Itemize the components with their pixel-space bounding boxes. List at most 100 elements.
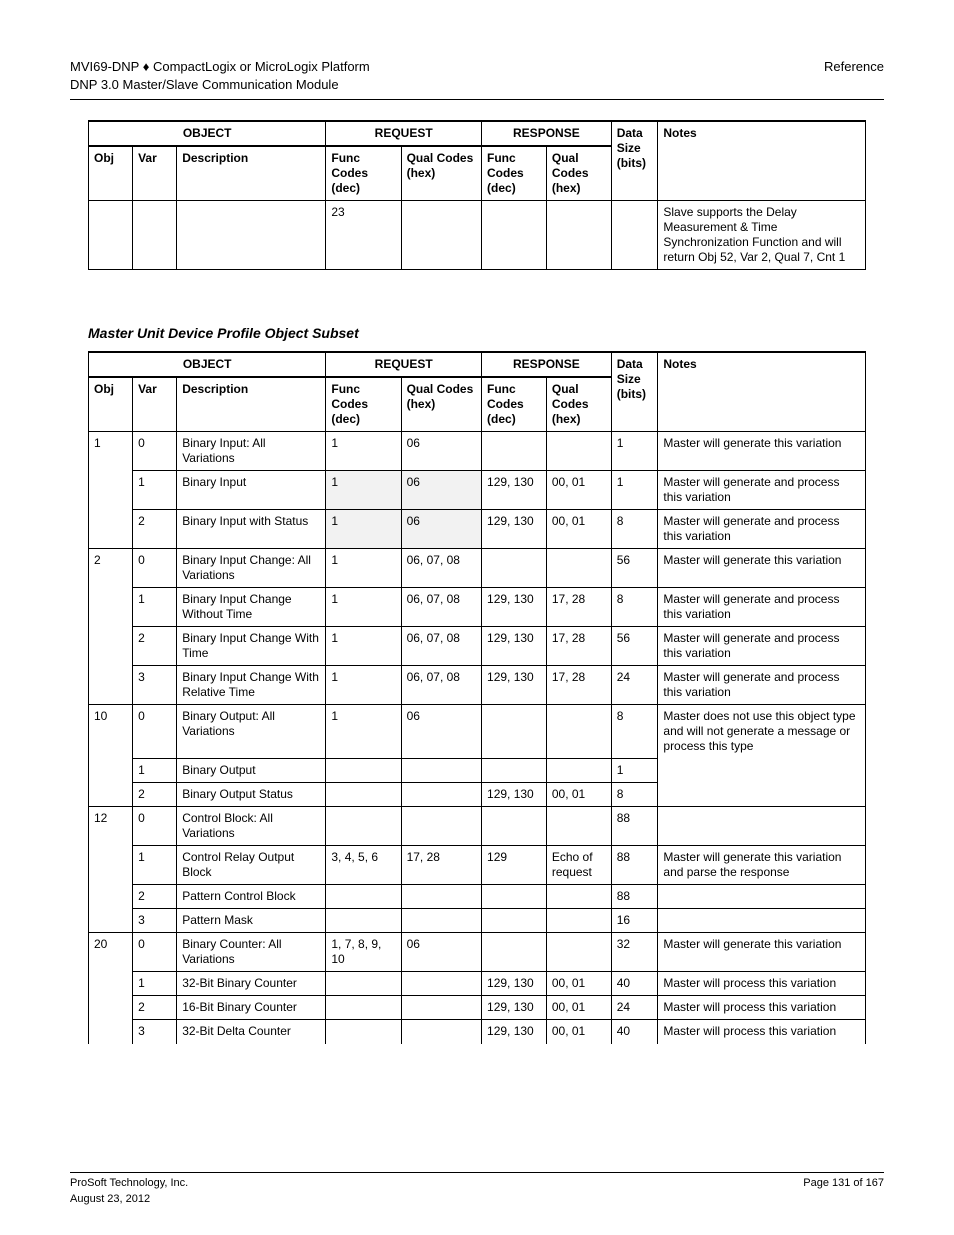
cell-qual1 [401, 996, 481, 1020]
cell-fc2: 129, 130 [482, 666, 547, 705]
cell-fc2: 129, 130 [482, 588, 547, 627]
cell-obj [89, 783, 133, 807]
th2-fc-req: Func Codes (dec) [326, 377, 401, 432]
cell-size: 8 [611, 783, 658, 807]
cell-obj: 10 [89, 705, 133, 759]
cell-size: 8 [611, 588, 658, 627]
cell-notes: Master will generate this variation [658, 549, 866, 588]
cell-fc1: 1 [326, 705, 401, 759]
table-row: 216-Bit Binary Counter129, 13000, 0124Ma… [89, 996, 866, 1020]
cell-qual1 [401, 759, 481, 783]
cell-fc1 [326, 783, 401, 807]
cell-desc: Binary Input: All Variations [177, 432, 326, 471]
header-right: Reference [824, 58, 884, 93]
cell-qual2: 00, 01 [546, 783, 611, 807]
cell-var: 0 [133, 549, 177, 588]
table-row: 2Binary Input with Status106129, 13000, … [89, 510, 866, 549]
th2-qual-resp: Qual Codes (hex) [546, 377, 611, 432]
cell-desc: Pattern Mask [177, 909, 326, 933]
th2-object-group: OBJECT [89, 352, 326, 377]
cell-fc2 [482, 432, 547, 471]
th2-var: Var [133, 377, 177, 432]
cell-qual2 [546, 933, 611, 972]
cell-qual2 [546, 759, 611, 783]
section-title: Master Unit Device Profile Object Subset [88, 325, 884, 341]
table-row: 1Binary Input Change Without Time106, 07… [89, 588, 866, 627]
cell-fc2 [482, 201, 547, 270]
cell-size: 1 [611, 471, 658, 510]
cell-qual2: 00, 01 [546, 510, 611, 549]
cell-qual2 [546, 432, 611, 471]
cell-var: 2 [133, 627, 177, 666]
table-row: 3Binary Input Change With Relative Time1… [89, 666, 866, 705]
cell-desc: 32-Bit Delta Counter [177, 1020, 326, 1044]
th2-fc-resp: Func Codes (dec) [482, 377, 547, 432]
th-qual-resp: Qual Codes (hex) [546, 146, 611, 201]
cell-var: 3 [133, 666, 177, 705]
table2-head: OBJECT REQUEST RESPONSE Data Size (bits)… [89, 352, 866, 432]
cell-var: 2 [133, 996, 177, 1020]
cell-qual2: 00, 01 [546, 1020, 611, 1044]
table-row: 332-Bit Delta Counter129, 13000, 0140Mas… [89, 1020, 866, 1044]
cell-fc2 [482, 759, 547, 783]
cell-fc1 [326, 972, 401, 996]
cell-notes: Master does not use this object type and… [658, 705, 866, 759]
cell-size: 8 [611, 510, 658, 549]
cell-fc2: 129, 130 [482, 471, 547, 510]
cell-var: 0 [133, 807, 177, 846]
cell-fc2 [482, 549, 547, 588]
cell-qual2 [546, 885, 611, 909]
header-rule [70, 99, 884, 100]
cell-desc: Binary Output: All Variations [177, 705, 326, 759]
cell-size: 16 [611, 909, 658, 933]
cell-obj [89, 627, 133, 666]
cell-fc2 [482, 807, 547, 846]
cell-qual2: 00, 01 [546, 972, 611, 996]
cell-qual1 [401, 885, 481, 909]
header-left: MVI69-DNP ♦ CompactLogix or MicroLogix P… [70, 58, 370, 93]
cell-qual1 [401, 807, 481, 846]
cell-var: 0 [133, 933, 177, 972]
footer-right: Page 131 of 167 [803, 1177, 884, 1189]
cell-var: 2 [133, 885, 177, 909]
cell-var: 0 [133, 432, 177, 471]
page-header: MVI69-DNP ♦ CompactLogix or MicroLogix P… [70, 58, 884, 93]
cell-var [133, 201, 177, 270]
table1: OBJECT REQUEST RESPONSE Data Size (bits)… [88, 120, 866, 270]
cell-notes: Master will generate this variation [658, 432, 866, 471]
th-request-group: REQUEST [326, 121, 482, 146]
th-size: Data Size (bits) [611, 121, 658, 201]
table1-wrap: OBJECT REQUEST RESPONSE Data Size (bits)… [88, 120, 884, 270]
cell-fc1: 3, 4, 5, 6 [326, 846, 401, 885]
cell-size: 56 [611, 549, 658, 588]
table2-wrap: OBJECT REQUEST RESPONSE Data Size (bits)… [88, 351, 884, 1044]
cell-fc2 [482, 933, 547, 972]
cell-desc: Binary Output Status [177, 783, 326, 807]
footer-left: ProSoft Technology, Inc. [70, 1177, 188, 1189]
cell-desc: 16-Bit Binary Counter [177, 996, 326, 1020]
cell-size: 88 [611, 846, 658, 885]
footer-date: August 23, 2012 [70, 1193, 150, 1205]
cell-qual2 [546, 549, 611, 588]
cell-obj [89, 996, 133, 1020]
cell-desc: Control Relay Output Block [177, 846, 326, 885]
cell-fc2: 129, 130 [482, 996, 547, 1020]
th2-request-group: REQUEST [326, 352, 482, 377]
th-obj: Obj [89, 146, 133, 201]
th-fc-req: Func Codes (dec) [326, 146, 401, 201]
cell-qual2 [546, 807, 611, 846]
cell-qual1: 06 [401, 471, 481, 510]
cell-size: 40 [611, 972, 658, 996]
cell-var: 1 [133, 846, 177, 885]
cell-desc: Binary Input Change With Time [177, 627, 326, 666]
cell-desc: Binary Input [177, 471, 326, 510]
cell-notes [658, 885, 866, 909]
cell-fc2 [482, 909, 547, 933]
cell-qual1: 06 [401, 933, 481, 972]
page-container: MVI69-DNP ♦ CompactLogix or MicroLogix P… [0, 0, 954, 1235]
cell-obj [89, 471, 133, 510]
cell-fc1: 1 [326, 471, 401, 510]
cell-size: 24 [611, 996, 658, 1020]
table-row: 20Binary Input Change: All Variations106… [89, 549, 866, 588]
cell-obj: 1 [89, 432, 133, 471]
